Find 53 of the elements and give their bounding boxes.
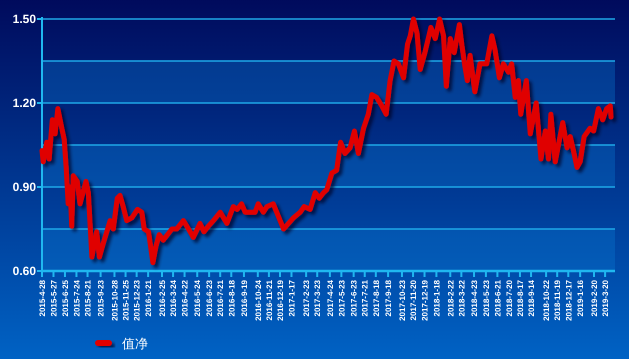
x-tick-label: 2016-10-24 — [254, 279, 263, 321]
x-tick-label: 2017-4-24 — [326, 279, 335, 316]
x-tick-label: 2016-3-24 — [169, 279, 178, 316]
x-tick-label: 2017-6-23 — [350, 279, 359, 316]
x-tick-label: 2017-8-18 — [372, 279, 381, 316]
x-tick-label: 2018-5-23 — [482, 279, 491, 316]
x-tick-label: 2017-2-23 — [302, 279, 312, 316]
x-tick-label: 2017-10-23 — [398, 279, 407, 321]
x-tick-label: 2018-11-19 — [553, 279, 562, 320]
x-tick-label: 2015-12-23 — [132, 279, 142, 321]
x-tick-label: 2019-2-20 — [590, 279, 600, 316]
x-tick-label: 2015-6-25 — [60, 279, 70, 316]
x-tick-label: 2016-12-19 — [276, 279, 285, 321]
x-tick-label: 2017-11-20 — [409, 279, 418, 320]
x-tick-label: 2016-9-19 — [240, 279, 249, 316]
x-tick-label: 2015-11-25 — [122, 279, 131, 320]
x-tick-label: 2015-10-28 — [110, 279, 120, 321]
x-tick-label: 2018-7-20 — [504, 279, 514, 316]
legend-label: 值净 — [122, 337, 148, 352]
x-tick-label: 2017-3-23 — [313, 279, 322, 316]
x-tick-label: 2016-2-25 — [158, 279, 167, 316]
x-tick-label: 2015-7-24 — [72, 279, 82, 316]
x-tick-label: 2016-1-21 — [144, 279, 154, 316]
y-tick-label: 1.50 — [12, 12, 36, 26]
y-tick-label: 0.90 — [12, 180, 36, 194]
x-tick-label: 2018-9-14 — [527, 279, 536, 316]
x-tick-label: 2015-9-23 — [96, 279, 106, 316]
x-tick-label: 2015-4-28 — [38, 279, 47, 316]
x-tick-label: 2016-4-22 — [180, 279, 190, 316]
x-tick-label: 2015-5-27 — [49, 279, 58, 316]
x-tick-label: 2018-2-22 — [446, 279, 456, 316]
x-tick-label: 2015-8-21 — [84, 279, 93, 316]
x-tick-label: 2016-5-24 — [193, 279, 202, 316]
x-tick-label: 2018-10-22 — [542, 279, 552, 321]
x-tick-label: 2019-3-20 — [601, 279, 610, 316]
x-tick-label: 2017-1-17 — [287, 279, 296, 316]
x-tick-label: 2016-8-18 — [227, 279, 236, 316]
y-tick-label: 0.60 — [12, 264, 36, 278]
x-tick-label: 2018-12-17 — [564, 279, 574, 321]
x-tick-label: 2016-6-23 — [205, 279, 214, 316]
x-tick-label: 2017-12-19 — [420, 279, 430, 321]
x-tick-label: 2017-9-18 — [384, 279, 394, 316]
x-tick-label: 2019-1-16 — [576, 279, 586, 316]
x-tick-label: 2018-8-17 — [516, 279, 525, 316]
x-tick-label: 2016-11-21 — [264, 279, 274, 320]
x-tick-label: 2018-3-22 — [457, 279, 466, 316]
x-tick-label: 2017-5-23 — [337, 279, 346, 316]
x-tick-label: 2018-4-23 — [470, 279, 480, 316]
x-tick-label: 2018-6-21 — [493, 279, 502, 316]
x-tick-label: 2018-1-18 — [432, 279, 442, 316]
x-tick-label: 2017-7-21 — [360, 279, 370, 316]
y-tick-label: 1.20 — [12, 96, 36, 110]
x-tick-label: 2016-7-21 — [216, 279, 226, 316]
